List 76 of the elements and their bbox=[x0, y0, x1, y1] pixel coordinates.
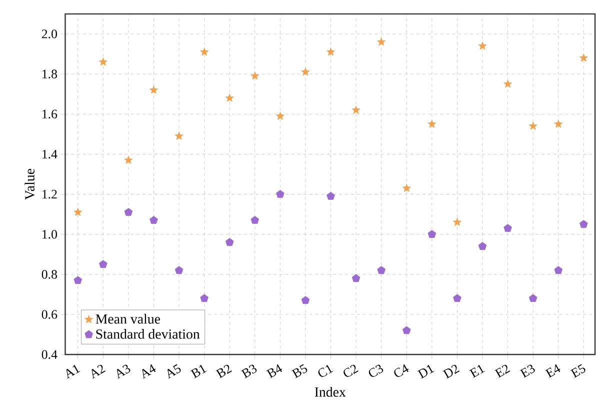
point bbox=[99, 260, 108, 268]
point bbox=[124, 155, 133, 164]
point bbox=[174, 266, 184, 274]
point bbox=[174, 131, 184, 140]
x-tick-label: A3 bbox=[116, 364, 130, 379]
point bbox=[478, 41, 488, 50]
y-tick-label: 1.2 bbox=[42, 190, 57, 198]
point bbox=[300, 67, 310, 76]
point bbox=[73, 207, 82, 216]
x-tick-label: A1 bbox=[66, 364, 80, 379]
x-tick-label: A2 bbox=[92, 364, 106, 379]
point bbox=[250, 216, 260, 224]
y-axis-title: Value bbox=[24, 168, 35, 200]
x-tick-label: C2 bbox=[344, 364, 358, 377]
point bbox=[301, 296, 310, 304]
y-tick-label: 1.0 bbox=[42, 230, 57, 239]
point bbox=[579, 220, 588, 228]
point bbox=[504, 224, 512, 232]
y-tick-label: 0.8 bbox=[42, 270, 57, 279]
point bbox=[427, 119, 436, 128]
y-tick-label: 0.4 bbox=[42, 350, 58, 359]
point bbox=[376, 37, 386, 46]
x-tick-label: E5 bbox=[570, 364, 586, 378]
x-axis-title: Index bbox=[314, 386, 346, 397]
x-tick-label: B1 bbox=[190, 364, 207, 378]
point bbox=[326, 47, 336, 56]
point bbox=[225, 238, 234, 246]
x-tick-label: D1 bbox=[417, 364, 434, 378]
point bbox=[503, 79, 512, 88]
x-tick-label: E1 bbox=[469, 364, 485, 378]
x-tick-label: B2 bbox=[216, 364, 232, 378]
legend-label: Standard deviation bbox=[96, 328, 200, 339]
point bbox=[200, 294, 208, 302]
x-tick-label: B4 bbox=[266, 364, 282, 378]
point bbox=[250, 71, 260, 80]
point bbox=[74, 276, 82, 284]
x-tick-label: B3 bbox=[240, 364, 257, 378]
x-tick-label: C1 bbox=[318, 364, 334, 377]
y-tick-label: 1.6 bbox=[42, 110, 58, 118]
point bbox=[225, 93, 234, 102]
x-tick-label: C3 bbox=[368, 364, 384, 377]
point bbox=[453, 294, 462, 302]
point bbox=[452, 217, 462, 226]
x-tick-label: D2 bbox=[442, 364, 460, 378]
point bbox=[150, 216, 158, 224]
x-tick-label: C4 bbox=[394, 364, 409, 377]
y-tick-label: 2.0 bbox=[42, 29, 57, 38]
point bbox=[377, 266, 386, 274]
x-tick-label: B5 bbox=[291, 364, 308, 378]
point bbox=[478, 242, 487, 250]
x-tick-label: E2 bbox=[494, 364, 510, 378]
point bbox=[352, 274, 360, 282]
point bbox=[276, 190, 284, 198]
y-tick-label: 0.6 bbox=[42, 310, 58, 319]
point bbox=[554, 266, 563, 274]
point bbox=[124, 208, 133, 216]
point bbox=[98, 57, 108, 66]
point bbox=[149, 85, 158, 94]
point bbox=[554, 119, 563, 128]
x-tick-label: A5 bbox=[168, 364, 181, 379]
point bbox=[326, 192, 335, 200]
point bbox=[200, 47, 209, 56]
x-tick-label: A4 bbox=[142, 364, 156, 379]
y-tick-label: 1.4 bbox=[42, 150, 58, 158]
point bbox=[428, 230, 436, 238]
point bbox=[276, 111, 285, 120]
point bbox=[402, 183, 412, 192]
point bbox=[579, 53, 588, 62]
x-tick-label: E4 bbox=[545, 364, 560, 378]
x-tick-label: E3 bbox=[520, 364, 535, 378]
point bbox=[528, 121, 538, 130]
point bbox=[528, 294, 538, 302]
y-tick-label: 1.8 bbox=[42, 70, 57, 78]
legend-label: Mean value bbox=[96, 314, 160, 324]
point bbox=[402, 326, 411, 334]
point bbox=[352, 105, 361, 114]
